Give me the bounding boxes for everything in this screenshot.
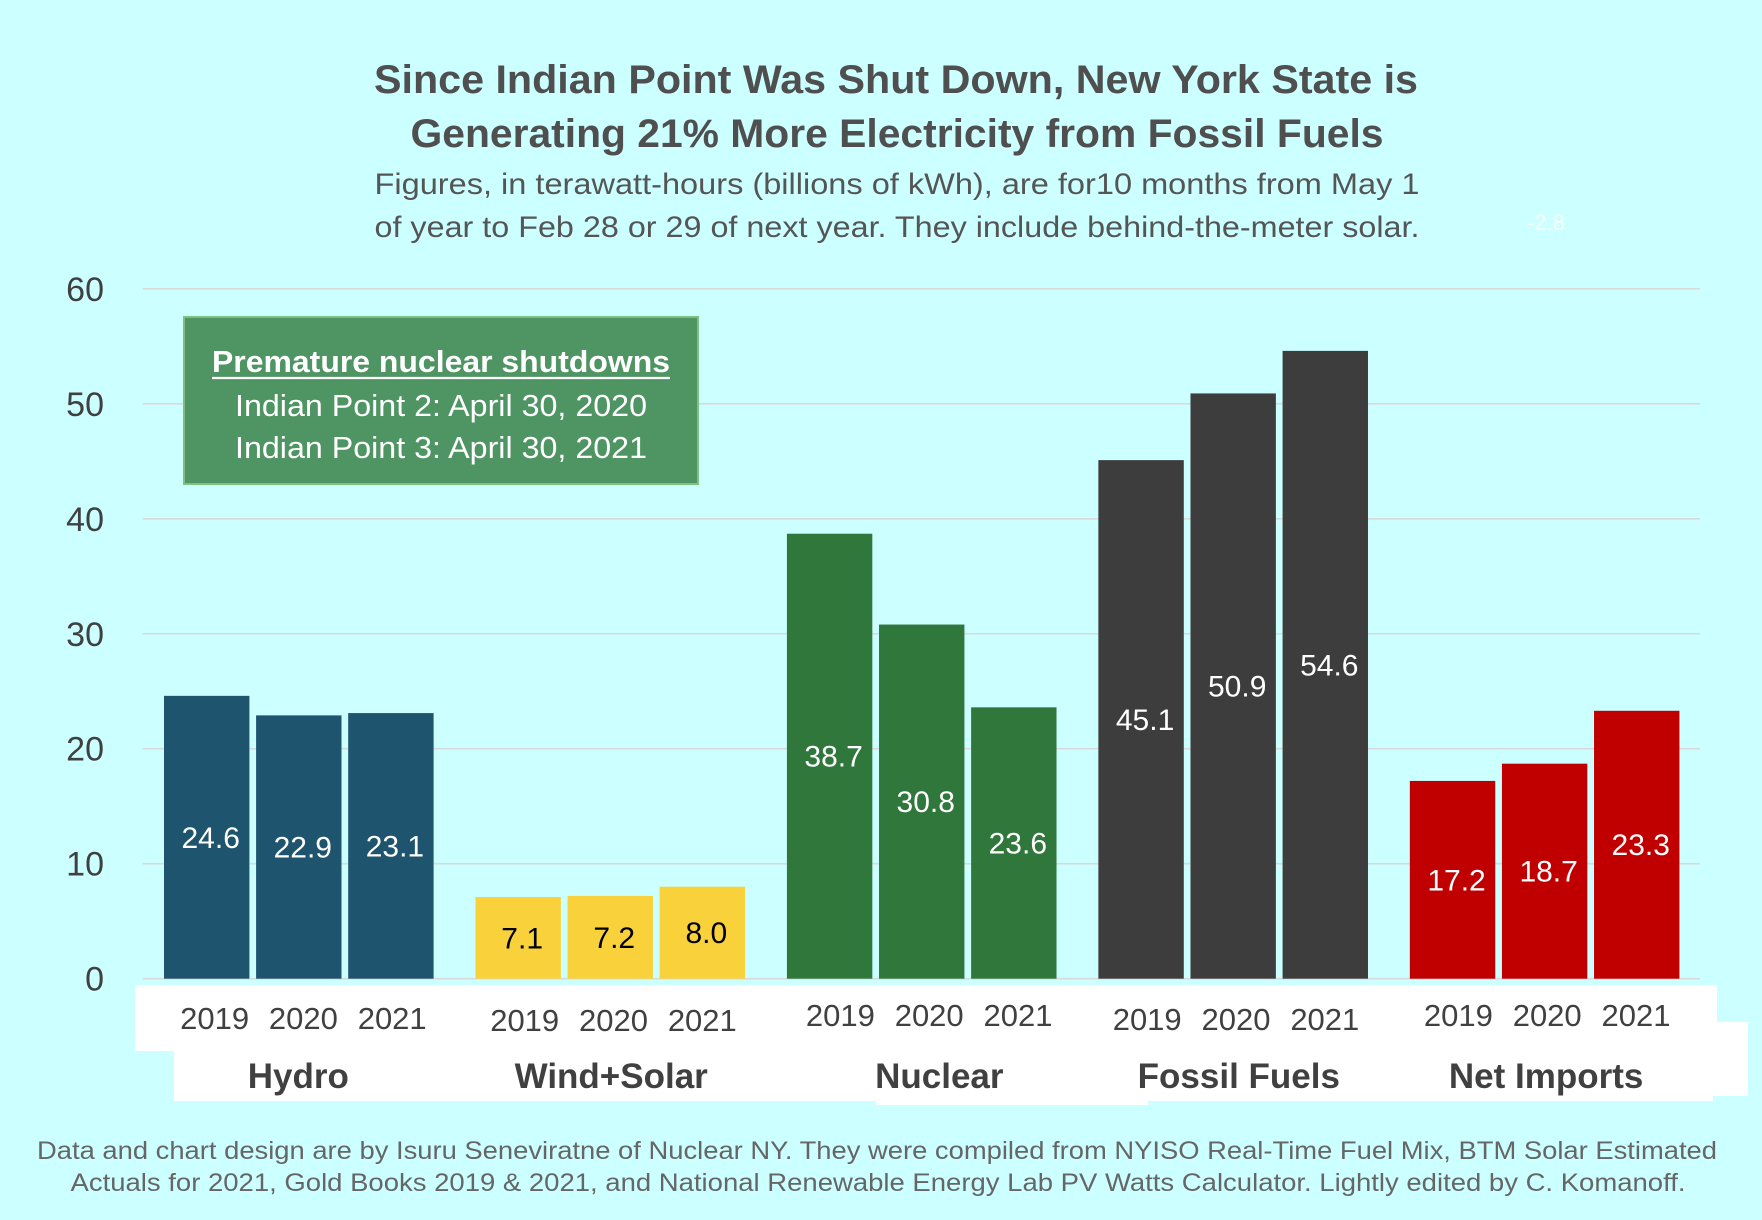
x-tick-label-year: 2021 xyxy=(358,1001,427,1036)
data-label: 17.2 xyxy=(1427,864,1485,897)
chart-title-line-1: Since Indian Point Was Shut Down, New Yo… xyxy=(374,58,1418,102)
axis-label-backdrop-years xyxy=(135,985,1717,1051)
data-label: 38.7 xyxy=(804,741,862,774)
x-category-label: Fossil Fuels xyxy=(1138,1057,1340,1096)
x-category-label: Nuclear xyxy=(875,1057,1004,1096)
bar-nuclear-2019 xyxy=(786,533,873,979)
y-axis: 0 10 20 30 40 50 60 xyxy=(66,271,104,999)
axis-label-backdrop-right xyxy=(1712,1022,1748,1096)
data-label: 54.6 xyxy=(1300,649,1358,682)
bar-fossil-fuels-2021 xyxy=(1282,350,1368,979)
x-tick-label-year: 2019 xyxy=(1113,1002,1182,1037)
bar-wind-solar-2020 xyxy=(567,895,653,979)
bar-hydro-2020 xyxy=(256,715,342,979)
data-label: 22.9 xyxy=(274,832,332,865)
x-tick-label-year: 2019 xyxy=(180,1001,249,1036)
chart-subtitle-line-2: of year to Feb 28 or 29 of next year. Th… xyxy=(375,211,1420,244)
bar-hydro-2021 xyxy=(348,713,434,979)
x-tick-label-year: 2020 xyxy=(579,1003,648,1038)
bar-net-imports-2020 xyxy=(1501,763,1588,979)
bar-fossil-fuels-2020 xyxy=(1190,393,1276,979)
data-label: 18.7 xyxy=(1519,856,1577,889)
axis-label-backdrop xyxy=(135,985,1748,1105)
source-note-line-1: Data and chart design are by Isuru Senev… xyxy=(37,1137,1717,1165)
x-tick-label-year: 2020 xyxy=(1202,1002,1271,1037)
data-label: 23.3 xyxy=(1612,829,1670,862)
bar-wind-solar-2021 xyxy=(659,886,746,979)
x-tick-label-year: 2020 xyxy=(1513,998,1582,1033)
x-axis: 2019 2020 2021 Hydro 2019 2020 2021 Wind+Solar 2… xyxy=(180,998,1670,1096)
x-category-label: Hydro xyxy=(248,1057,349,1096)
y-tick-label: 60 xyxy=(66,271,104,309)
bar-nuclear-2021 xyxy=(971,707,1057,979)
x-tick-label-year: 2020 xyxy=(895,998,964,1033)
data-label: 23.6 xyxy=(989,828,1047,861)
x-category-label: Wind+Solar xyxy=(515,1057,709,1096)
x-tick-label-year: 2019 xyxy=(1424,998,1493,1033)
y-tick-label: 20 xyxy=(66,731,104,769)
x-category-label: Net Imports xyxy=(1449,1057,1643,1096)
bars: 24.6 22.9 23.1 7.1 7.2 8.0 38.7 30.8 23.6 45.1 50.… xyxy=(164,350,1680,979)
y-tick-label: 40 xyxy=(66,501,104,539)
bar-nuclear-2020 xyxy=(879,624,965,979)
annotation-heading: Premature nuclear shutdowns xyxy=(212,344,670,379)
data-label: 45.1 xyxy=(1116,704,1174,737)
x-tick-label-year: 2019 xyxy=(806,998,875,1033)
y-tick-label: 0 xyxy=(85,961,104,999)
chart-title-line-2: Generating 21% More Electricity from Fos… xyxy=(411,112,1384,156)
y-tick-label: 10 xyxy=(66,846,104,884)
data-label: 24.6 xyxy=(182,822,240,855)
data-label: 50.9 xyxy=(1208,671,1266,704)
chart-subtitle-line-1: Figures, in terawatt-hours (billions of … xyxy=(375,168,1420,201)
bar-hydro-2019 xyxy=(164,695,250,979)
data-label: 7.1 xyxy=(501,922,543,955)
x-tick-label-year: 2020 xyxy=(269,1001,338,1036)
x-tick-label-year: 2021 xyxy=(984,998,1053,1033)
data-label: 23.1 xyxy=(366,830,424,863)
data-label: 7.2 xyxy=(593,922,635,955)
stray-data-label: -2.8 xyxy=(1527,210,1565,235)
annotation-box: Premature nuclear shutdowns Indian Point… xyxy=(183,316,699,485)
axis-label-backdrop-categories xyxy=(174,1050,1713,1101)
axis-label-backdrop-bottom xyxy=(876,1100,1148,1105)
x-tick-label-year: 2019 xyxy=(490,1003,559,1038)
bar-net-imports-2021 xyxy=(1594,710,1680,979)
source-note-line-2: Actuals for 2021, Gold Books 2019 & 2021… xyxy=(71,1169,1686,1197)
bar-fossil-fuels-2019 xyxy=(1098,460,1184,979)
annotation-background xyxy=(183,316,699,485)
x-tick-label-year: 2021 xyxy=(1290,1002,1359,1037)
y-tick-label: 30 xyxy=(66,616,104,654)
x-tick-label-year: 2021 xyxy=(668,1003,737,1038)
data-label: 8.0 xyxy=(686,917,728,950)
annotation-line: Indian Point 3: April 30, 2021 xyxy=(235,430,647,465)
bar-wind-solar-2019 xyxy=(475,897,561,979)
x-tick-label-year: 2021 xyxy=(1602,998,1671,1033)
bar-net-imports-2019 xyxy=(1409,780,1496,979)
y-tick-label: 50 xyxy=(66,386,104,424)
data-label: 30.8 xyxy=(897,786,955,819)
annotation-line: Indian Point 2: April 30, 2020 xyxy=(235,388,647,423)
